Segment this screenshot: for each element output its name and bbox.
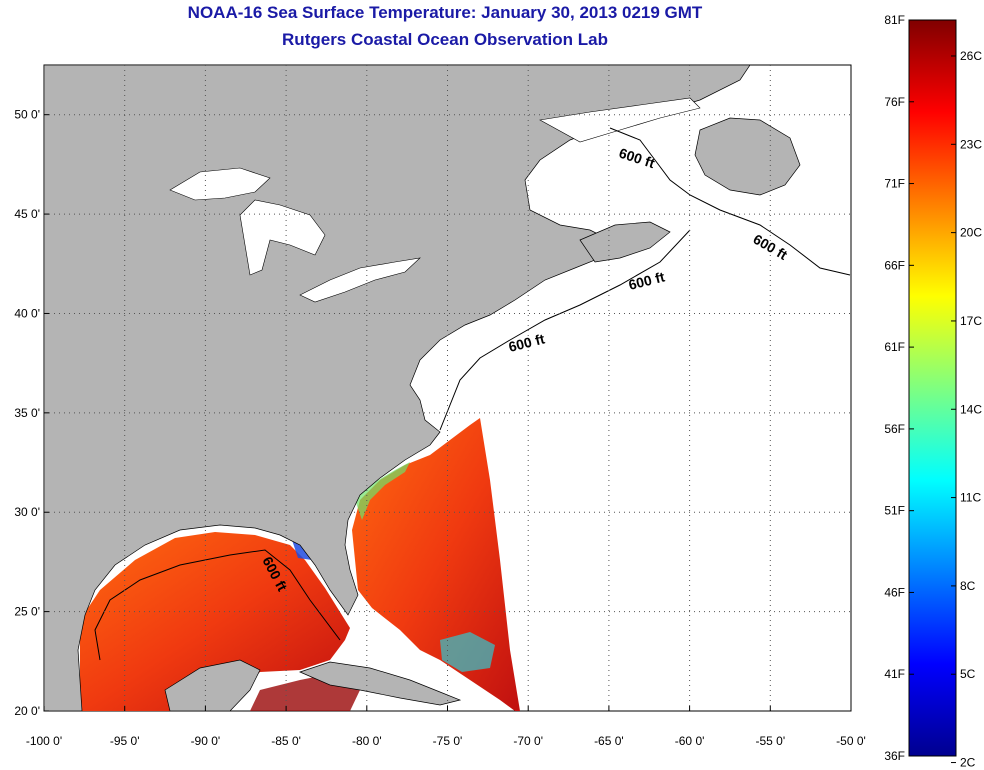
land-north-america [44,65,751,711]
colorbar-label-c: 14C [960,402,982,416]
colorbar-label-c: 23C [960,137,982,151]
colorbar-label-f: 81F [884,13,905,27]
colorbar-label-f: 36F [884,749,905,763]
lon-tick-label: -55 0' [755,734,785,748]
colorbar-label-f: 66F [884,258,905,272]
colorbar-label-c: 2C [960,756,976,770]
colorbar-label-c: 5C [960,667,976,681]
lat-tick-label: 20 0' [14,704,40,718]
colorbar-label-f: 41F [884,667,905,681]
lon-tick-label: -90 0' [191,734,221,748]
lon-tick-label: -80 0' [352,734,382,748]
colorbar-label-c: 11C [960,491,981,505]
lon-tick-label: -85 0' [271,734,301,748]
colorbar-label-c: 20C [960,226,982,240]
lon-tick-label: -75 0' [433,734,463,748]
colorbar-label-f: 76F [884,95,905,109]
colorbar-label-f: 56F [884,422,905,436]
land-cuba [299,661,462,706]
lat-tick-label: 30 0' [14,505,40,519]
lon-tick-label: -70 0' [513,734,543,748]
lon-tick-label: -60 0' [675,734,705,748]
lake-superior [169,167,271,201]
colorbar-label-f: 46F [884,585,905,599]
lon-tick-label: -65 0' [594,734,624,748]
lat-tick-label: 50 0' [14,108,40,122]
land-newfoundland [694,117,801,196]
colorbar-scale [908,19,957,757]
hudson-bay-strait [539,97,701,143]
colorbar-label-c: 26C [960,49,982,63]
sst-green-band [355,462,410,520]
map-subtitle: Rutgers Coastal Ocean Observation Lab [282,30,608,49]
colorbar-label-f: 51F [884,504,905,518]
lat-tick-label: 40 0' [14,306,40,320]
lake-erie-ontario [299,257,421,303]
map-title: NOAA-16 Sea Surface Temperature: January… [187,3,703,22]
lat-tick-label: 35 0' [14,406,40,420]
lat-tick-label: 25 0' [14,605,40,619]
colorbar-label-f: 61F [884,340,905,354]
lake-michigan-huron [239,199,326,276]
land-nova-scotia [579,221,671,263]
land-yucatan [164,659,261,711]
sst-cyan-patch [440,632,495,672]
colorbar-label-f: 71F [884,177,905,191]
lon-tick-label: -95 0' [110,734,140,748]
lat-tick-label: 45 0' [14,207,40,221]
lon-tick-label: -100 0' [26,734,62,748]
colorbar-label-c: 8C [960,579,976,593]
colorbar-label-c: 17C [960,314,982,328]
lon-tick-label: -50 0' [836,734,866,748]
